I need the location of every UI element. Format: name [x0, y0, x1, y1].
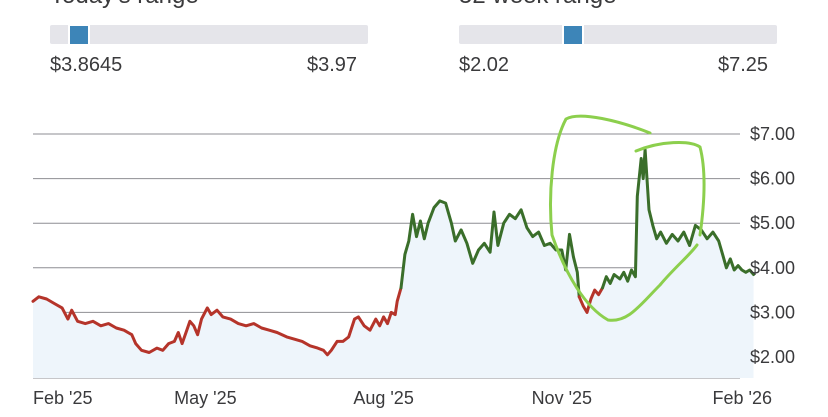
- week52-range-title: 52 week range: [459, 0, 616, 10]
- y-tick-label: $2.00: [750, 347, 795, 367]
- week52-range-marker: [562, 24, 585, 46]
- todays-range-low: $3.8645: [50, 54, 123, 76]
- y-tick-label: $4.00: [750, 258, 795, 278]
- annotation-circles: [549, 114, 706, 322]
- annotation-circle-right: [634, 140, 706, 237]
- y-tick-label: $6.00: [750, 169, 795, 189]
- price-area-fill: [33, 149, 754, 378]
- todays-range-track: [50, 25, 368, 44]
- x-tick-label: May '25: [174, 388, 236, 408]
- y-tick-label: $5.00: [750, 213, 795, 233]
- todays-range-marker: [67, 24, 90, 46]
- x-tick-label: Nov '25: [532, 388, 592, 408]
- todays-range-title: Today's range: [50, 0, 199, 10]
- price-chart[interactable]: $7.00 $6.00 $5.00 $4.00 $3.00 $2.00 Feb '25 Ma…: [0, 95, 828, 417]
- todays-range-high: $3.97: [307, 54, 358, 76]
- x-tick-label: Feb '26: [713, 388, 772, 408]
- week52-range-low: $2.02: [459, 54, 510, 76]
- week52-range-high: $7.25: [718, 54, 769, 76]
- price-line-segment-3: [601, 148, 756, 290]
- x-tick-label: Aug '25: [353, 388, 414, 408]
- price-line-segment-2: [577, 286, 604, 314]
- week52-range-track: [459, 25, 777, 44]
- y-tick-label: $3.00: [750, 302, 795, 322]
- x-tick-label: Feb '25: [33, 388, 92, 408]
- y-tick-label: $7.00: [750, 124, 795, 144]
- annotation-circle-left: [549, 114, 699, 322]
- price-line-segment-0: [31, 286, 403, 357]
